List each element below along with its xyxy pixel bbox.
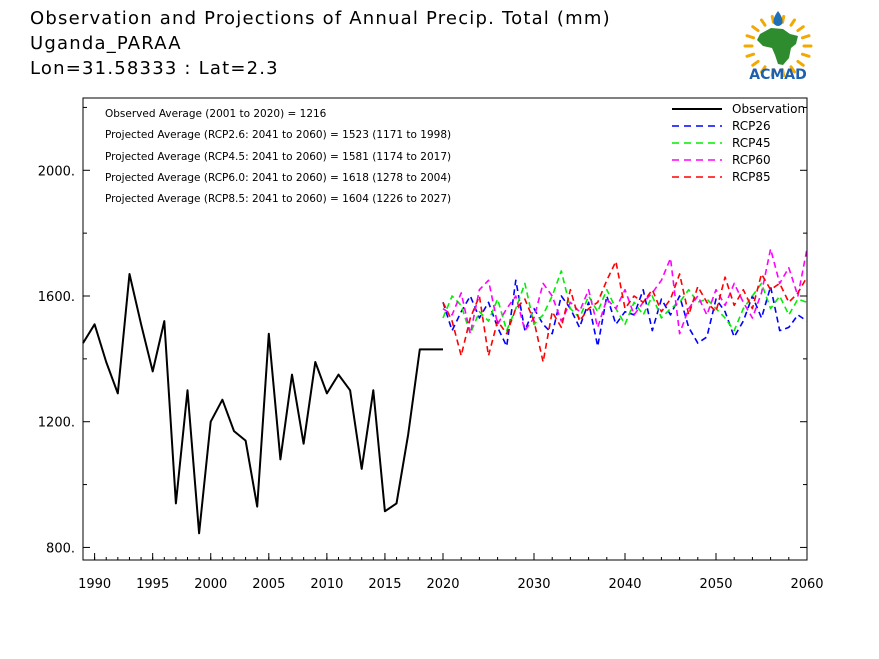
x-tick-label: 2020 — [426, 577, 459, 592]
sun-ray — [745, 52, 756, 58]
coordinates: Lon=31.58333 : Lat=2.3 — [30, 58, 279, 79]
sun-ray — [751, 25, 760, 33]
series-layer — [82, 248, 808, 535]
sun-rays — [743, 14, 813, 78]
x-tick-label: 2040 — [608, 577, 641, 592]
x-tick-label: 1990 — [78, 577, 111, 592]
y-tick-label: 800. — [46, 541, 75, 556]
sun-ray — [770, 14, 775, 24]
africa-shape — [757, 28, 798, 65]
legend: Observation RCP26 RCP45 RCP60 RCP85 — [672, 102, 805, 184]
acmad-logo-text: ACMAD — [749, 67, 807, 83]
plot-frame — [82, 97, 808, 561]
sun-ray — [745, 34, 756, 40]
legend-label-rcp45: RCP45 — [732, 136, 771, 150]
location-name: Uganda_PARAA — [30, 33, 182, 54]
x-tick-label: 2050 — [699, 577, 732, 592]
x-tick-label: 2005 — [252, 577, 285, 592]
stat-rcp85: Projected Average (RCP8.5: 2041 to 2060)… — [105, 193, 451, 205]
sun-ray — [781, 14, 786, 24]
x-tick-label: 2010 — [310, 577, 343, 592]
stat-rcp45: Projected Average (RCP4.5: 2041 to 2060)… — [105, 151, 451, 163]
stat-rcp60: Projected Average (RCP6.0: 2041 to 2060)… — [105, 172, 451, 184]
sun-ray — [760, 65, 767, 74]
acmad-logo: ACMAD — [743, 11, 813, 83]
legend-label-observation: Observation — [732, 102, 805, 116]
sun-ray — [796, 59, 805, 67]
sun-ray — [789, 65, 796, 74]
y-tick-label: 1600. — [38, 290, 75, 305]
series-line-observation — [82, 273, 443, 535]
sun-ray — [781, 68, 786, 78]
sun-ray — [796, 25, 805, 33]
axis-layer: 1990 1995 2000 2005 2010 2015 2020 2030 2040 2050… — [38, 106, 824, 592]
series-line-rcp26 — [442, 279, 808, 348]
y-tick-label: 1200. — [38, 416, 75, 431]
series-line-rcp60 — [442, 248, 808, 335]
x-tick-label: 2030 — [517, 577, 550, 592]
series-line-rcp85 — [442, 260, 808, 363]
stat-rcp26: Projected Average (RCP2.6: 2041 to 2060)… — [105, 129, 451, 141]
water-drop-icon — [773, 11, 783, 26]
sun-ray — [770, 68, 775, 78]
sun-ray — [751, 59, 760, 67]
series-line-rcp45 — [442, 270, 808, 335]
sun-ray — [800, 52, 811, 58]
stats-box: Observed Average (2001 to 2020) = 1216 P… — [105, 108, 451, 205]
y-tick-label: 2000. — [38, 164, 75, 179]
x-tick-label: 2060 — [790, 577, 823, 592]
legend-label-rcp60: RCP60 — [732, 153, 771, 167]
x-tick-label: 2015 — [368, 577, 401, 592]
sun-ray — [760, 18, 767, 27]
x-tick-label: 2000 — [194, 577, 227, 592]
sun-ray — [789, 18, 796, 27]
legend-label-rcp85: RCP85 — [732, 170, 771, 184]
legend-label-rcp26: RCP26 — [732, 119, 771, 133]
x-tick-label: 1995 — [136, 577, 169, 592]
chart-title: Observation and Projections of Annual Pr… — [30, 8, 611, 29]
stat-observed: Observed Average (2001 to 2020) = 1216 — [105, 108, 327, 120]
sun-ray — [800, 34, 811, 40]
